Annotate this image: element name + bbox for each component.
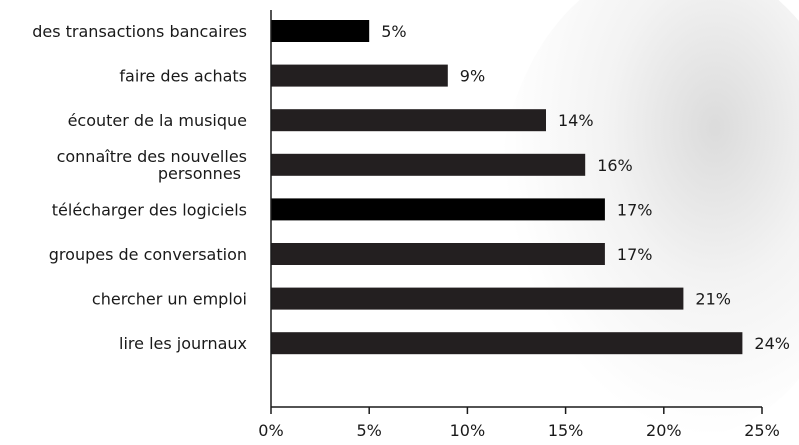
x-tick-label: 0%	[258, 421, 283, 440]
bar-value-label: 9%	[460, 67, 485, 86]
category-label: des transactions bancaires	[32, 22, 247, 41]
x-tick-label: 25%	[744, 421, 780, 440]
category-label: télécharger des logiciels	[52, 200, 247, 219]
x-tick-label: 10%	[450, 421, 486, 440]
category-label: lire les journaux	[119, 334, 247, 353]
category-labels-group: des transactions bancaires faire des acha…	[32, 22, 247, 353]
bars-group	[271, 20, 743, 355]
bar	[271, 198, 605, 221]
x-tick-label: 15%	[548, 421, 584, 440]
bar	[271, 332, 743, 355]
x-tick-label: 5%	[357, 421, 382, 440]
bar	[271, 287, 684, 310]
bar-value-label: 24%	[754, 334, 790, 353]
x-ticks-group: 0% 5% 10% 15% 20% 25%	[258, 407, 780, 440]
category-label: écouter de la musique	[68, 111, 247, 130]
bar-value-label: 17%	[617, 200, 653, 219]
category-label: faire des achats	[119, 67, 247, 86]
bar	[271, 243, 605, 265]
x-tick-label: 20%	[646, 421, 682, 440]
bar	[271, 109, 546, 132]
value-labels-group: 5% 9% 14% 16% 17% 17% 21% 24%	[381, 22, 790, 353]
bar	[271, 64, 448, 87]
bar	[271, 153, 586, 176]
category-label: chercher un emploi	[92, 290, 247, 309]
category-label: groupes de conversation	[49, 245, 247, 264]
bar	[271, 20, 370, 42]
bar-value-label: 17%	[617, 245, 653, 264]
category-label: connaître des nouvelles personnes	[57, 147, 247, 183]
bar-value-label: 5%	[381, 22, 406, 41]
bar-value-label: 14%	[558, 111, 594, 130]
bar-value-label: 21%	[695, 290, 731, 309]
bar-value-label: 16%	[597, 156, 633, 175]
